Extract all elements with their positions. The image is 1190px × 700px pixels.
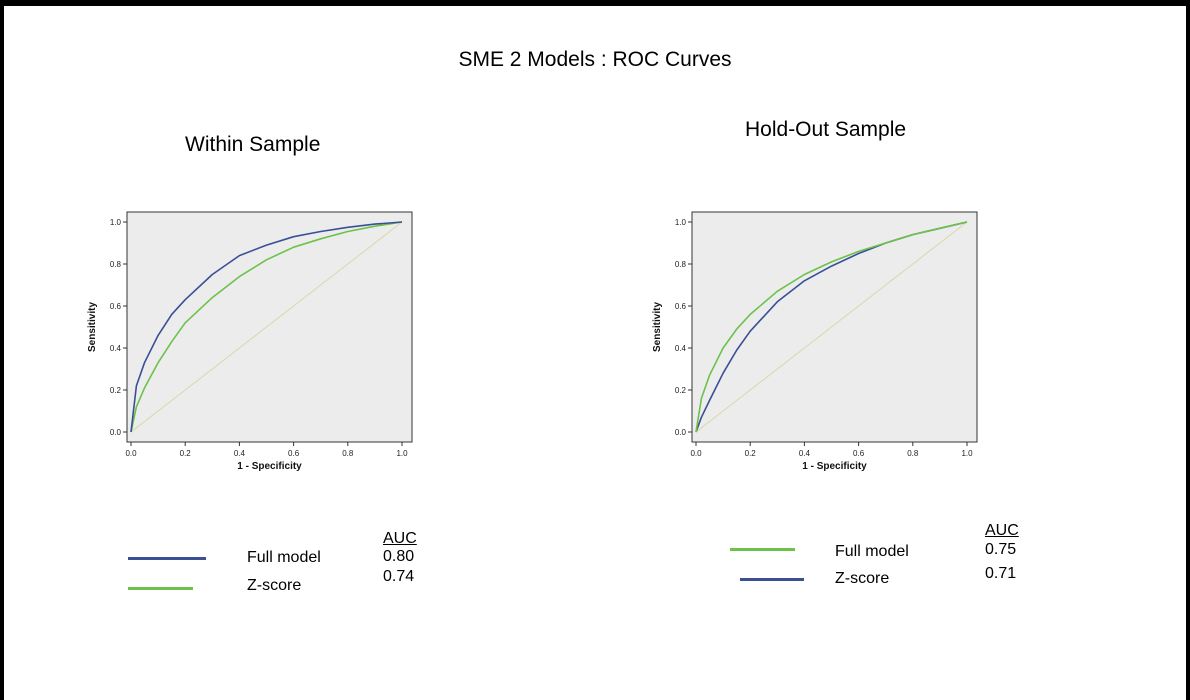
x-tick-label: 1.0	[396, 449, 408, 458]
y-tick-label: 0.6	[675, 302, 687, 311]
x-tick-label: 0.8	[342, 449, 354, 458]
y-tick-label: 1.0	[675, 218, 687, 227]
y-tick-label: 1.0	[110, 218, 122, 227]
y-tick-label: 0.0	[110, 428, 122, 437]
x-tick-label: 0.6	[853, 449, 865, 458]
y-tick-label: 0.0	[675, 428, 687, 437]
plot-area	[691, 211, 978, 443]
x-axis-label: 1 - Specificity	[802, 461, 867, 472]
x-tick-label: 0.0	[125, 449, 137, 458]
full-model-curve	[695, 221, 968, 433]
z-score-curve	[130, 221, 403, 433]
legend-swatch-full-model	[128, 557, 206, 560]
left-panel-title: Within Sample	[185, 133, 321, 156]
legend-label-z-score: Z-score	[835, 570, 890, 587]
y-tick-label: 0.2	[675, 386, 687, 395]
x-tick-label: 0.2	[745, 449, 757, 458]
plot-area	[126, 211, 413, 443]
slide-title: SME 2 Models : ROC Curves	[458, 48, 732, 71]
auc-value-full-model: 0.80	[383, 548, 415, 565]
legend-swatch-full-model	[730, 548, 795, 551]
y-tick-label: 0.8	[110, 260, 122, 269]
y-axis-label: Sensitivity	[87, 302, 98, 352]
auc-value-z-score: 0.74	[383, 568, 415, 585]
auc-value-z-score: 0.71	[985, 565, 1017, 582]
y-tick-label: 0.8	[675, 260, 687, 269]
reference-line	[130, 221, 403, 433]
y-tick-label: 0.4	[675, 344, 687, 353]
x-tick-label: 0.8	[907, 449, 919, 458]
legend-label-full-model: Full model	[247, 549, 321, 566]
x-tick-label: 0.2	[180, 449, 192, 458]
x-axis-label: 1 - Specificity	[237, 461, 302, 472]
right-panel-title: Hold-Out Sample	[745, 118, 907, 141]
full-model-curve	[130, 221, 403, 433]
y-tick-label: 0.6	[110, 302, 122, 311]
hold-out-sample-roc-chart: 0.0 0.2 0.4 0.6 0.8 1.0 0.0 0.2 0.4 0.6 0.8 1.0 1 - …	[652, 211, 978, 472]
y-axis-label: Sensitivity	[652, 302, 663, 352]
x-tick-label: 0.4	[234, 449, 246, 458]
legend-label-z-score: Z-score	[247, 577, 302, 594]
y-tick-label: 0.4	[110, 344, 122, 353]
x-tick-label: 0.4	[799, 449, 811, 458]
x-tick-label: 0.0	[690, 449, 702, 458]
legend-label-full-model: Full model	[835, 543, 909, 560]
legend-swatch-z-score	[740, 578, 804, 581]
x-tick-label: 0.6	[288, 449, 300, 458]
legend-swatch-z-score	[128, 587, 193, 590]
x-tick-label: 1.0	[961, 449, 973, 458]
auc-header: AUC	[985, 522, 1019, 539]
auc-value-full-model: 0.75	[985, 541, 1017, 558]
reference-line	[695, 221, 968, 433]
auc-header: AUC	[383, 530, 417, 547]
within-sample-roc-chart: 0.0 0.2 0.4 0.6 0.8 1.0 0.0 0.2 0.4 0.6 0.8 1.0 1 - …	[87, 211, 413, 472]
y-tick-label: 0.2	[110, 386, 122, 395]
